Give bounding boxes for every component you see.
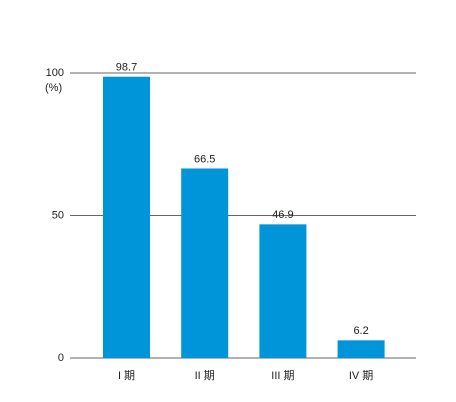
y-tick-label: 100 [46,67,64,79]
x-tick-label: IV 期 [349,369,373,382]
x-tick-label: I 期 [118,369,135,382]
value-label: 6.2 [353,325,368,337]
value-label: 98.7 [116,62,137,74]
x-tick-label: III 期 [271,369,294,382]
value-label: 66.5 [194,153,215,165]
bar [103,76,150,358]
y-tick-label: 0 [58,352,64,364]
y-tick-label: 50 [52,209,64,221]
bar [259,224,307,358]
bar [181,168,229,358]
value-label: 46.9 [272,209,293,221]
x-tick-label: II 期 [195,369,215,382]
bar [337,340,385,358]
y-axis-unit: (%) [45,82,62,94]
